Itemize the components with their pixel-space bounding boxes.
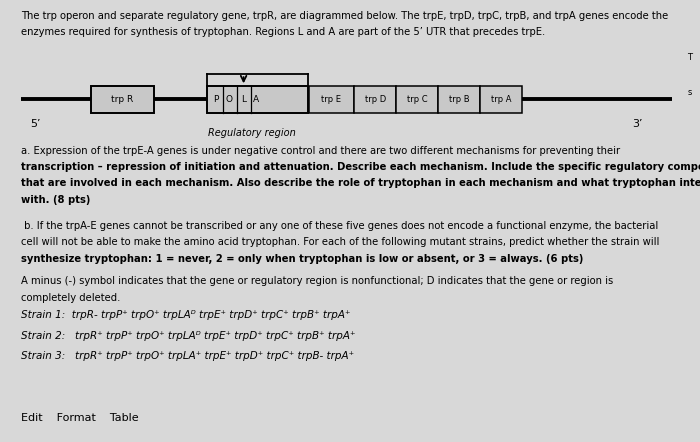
Text: completely deleted.: completely deleted. (21, 293, 120, 302)
Bar (309, 86, 354, 113)
Text: trp A: trp A (491, 95, 512, 104)
Bar (396, 86, 438, 113)
Bar (438, 86, 480, 113)
Text: synthesize tryptophan: 1 = never, 2 = only when tryptophan is low or absent, or : synthesize tryptophan: 1 = never, 2 = on… (21, 254, 583, 263)
Text: trp B: trp B (449, 95, 470, 104)
Text: trp R: trp R (111, 95, 134, 104)
Bar (91, 86, 154, 113)
Text: Strain 3:   trpR⁺ trpP⁺ trpO⁺ trpLA⁺ trpE⁺ trpD⁺ trpC⁺ trpB- trpA⁺: Strain 3: trpR⁺ trpP⁺ trpO⁺ trpLA⁺ trpE⁺… (21, 351, 354, 361)
Bar (354, 86, 396, 113)
Text: L: L (241, 95, 246, 104)
Text: that are involved in each mechanism. Also describe the role of tryptophan in eac: that are involved in each mechanism. Als… (21, 179, 700, 188)
Text: with. (8 pts): with. (8 pts) (21, 194, 90, 205)
Text: enzymes required for synthesis of tryptophan. Regions L and A are part of the 5’: enzymes required for synthesis of trypto… (21, 27, 545, 37)
Text: P: P (213, 95, 218, 104)
Text: Strain 1:  trpR- trpP⁺ trpO⁺ trpLAᴰ trpE⁺ trpD⁺ trpC⁺ trpB⁺ trpA⁺: Strain 1: trpR- trpP⁺ trpO⁺ trpLAᴰ trpE⁺… (21, 310, 351, 320)
Bar (206, 86, 308, 113)
Text: trp E: trp E (321, 95, 342, 104)
Text: s: s (687, 88, 692, 97)
Text: Regulatory region: Regulatory region (208, 128, 296, 138)
Text: 5’: 5’ (29, 119, 41, 129)
Text: Strain 2:   trpR⁺ trpP⁺ trpO⁺ trpLAᴰ trpE⁺ trpD⁺ trpC⁺ trpB⁺ trpA⁺: Strain 2: trpR⁺ trpP⁺ trpO⁺ trpLAᴰ trpE⁺… (21, 331, 356, 341)
Text: 3’: 3’ (631, 119, 643, 129)
Text: The trp operon and separate regulatory gene, trpR, are diagrammed below. The trp: The trp operon and separate regulatory g… (21, 11, 668, 21)
Text: a. Expression of the trpE-A genes is under negative control and there are two di: a. Expression of the trpE-A genes is und… (21, 146, 620, 156)
Text: trp C: trp C (407, 95, 428, 104)
Text: T: T (687, 53, 692, 62)
Text: A: A (253, 95, 259, 104)
Text: transcription – repression of initiation and attenuation. Describe each mechanis: transcription – repression of initiation… (21, 162, 700, 172)
Text: Edit    Format    Table: Edit Format Table (21, 413, 139, 423)
Text: O: O (225, 95, 232, 104)
Bar (480, 86, 522, 113)
Text: trp D: trp D (365, 95, 386, 104)
Text: A minus (-) symbol indicates that the gene or regulatory region is nonfunctional: A minus (-) symbol indicates that the ge… (21, 276, 613, 286)
Text: cell will not be able to make the amino acid tryptophan. For each of the followi: cell will not be able to make the amino … (21, 237, 659, 247)
Text: b. If the trpA-E genes cannot be transcribed or any one of these five genes does: b. If the trpA-E genes cannot be transcr… (21, 221, 658, 231)
